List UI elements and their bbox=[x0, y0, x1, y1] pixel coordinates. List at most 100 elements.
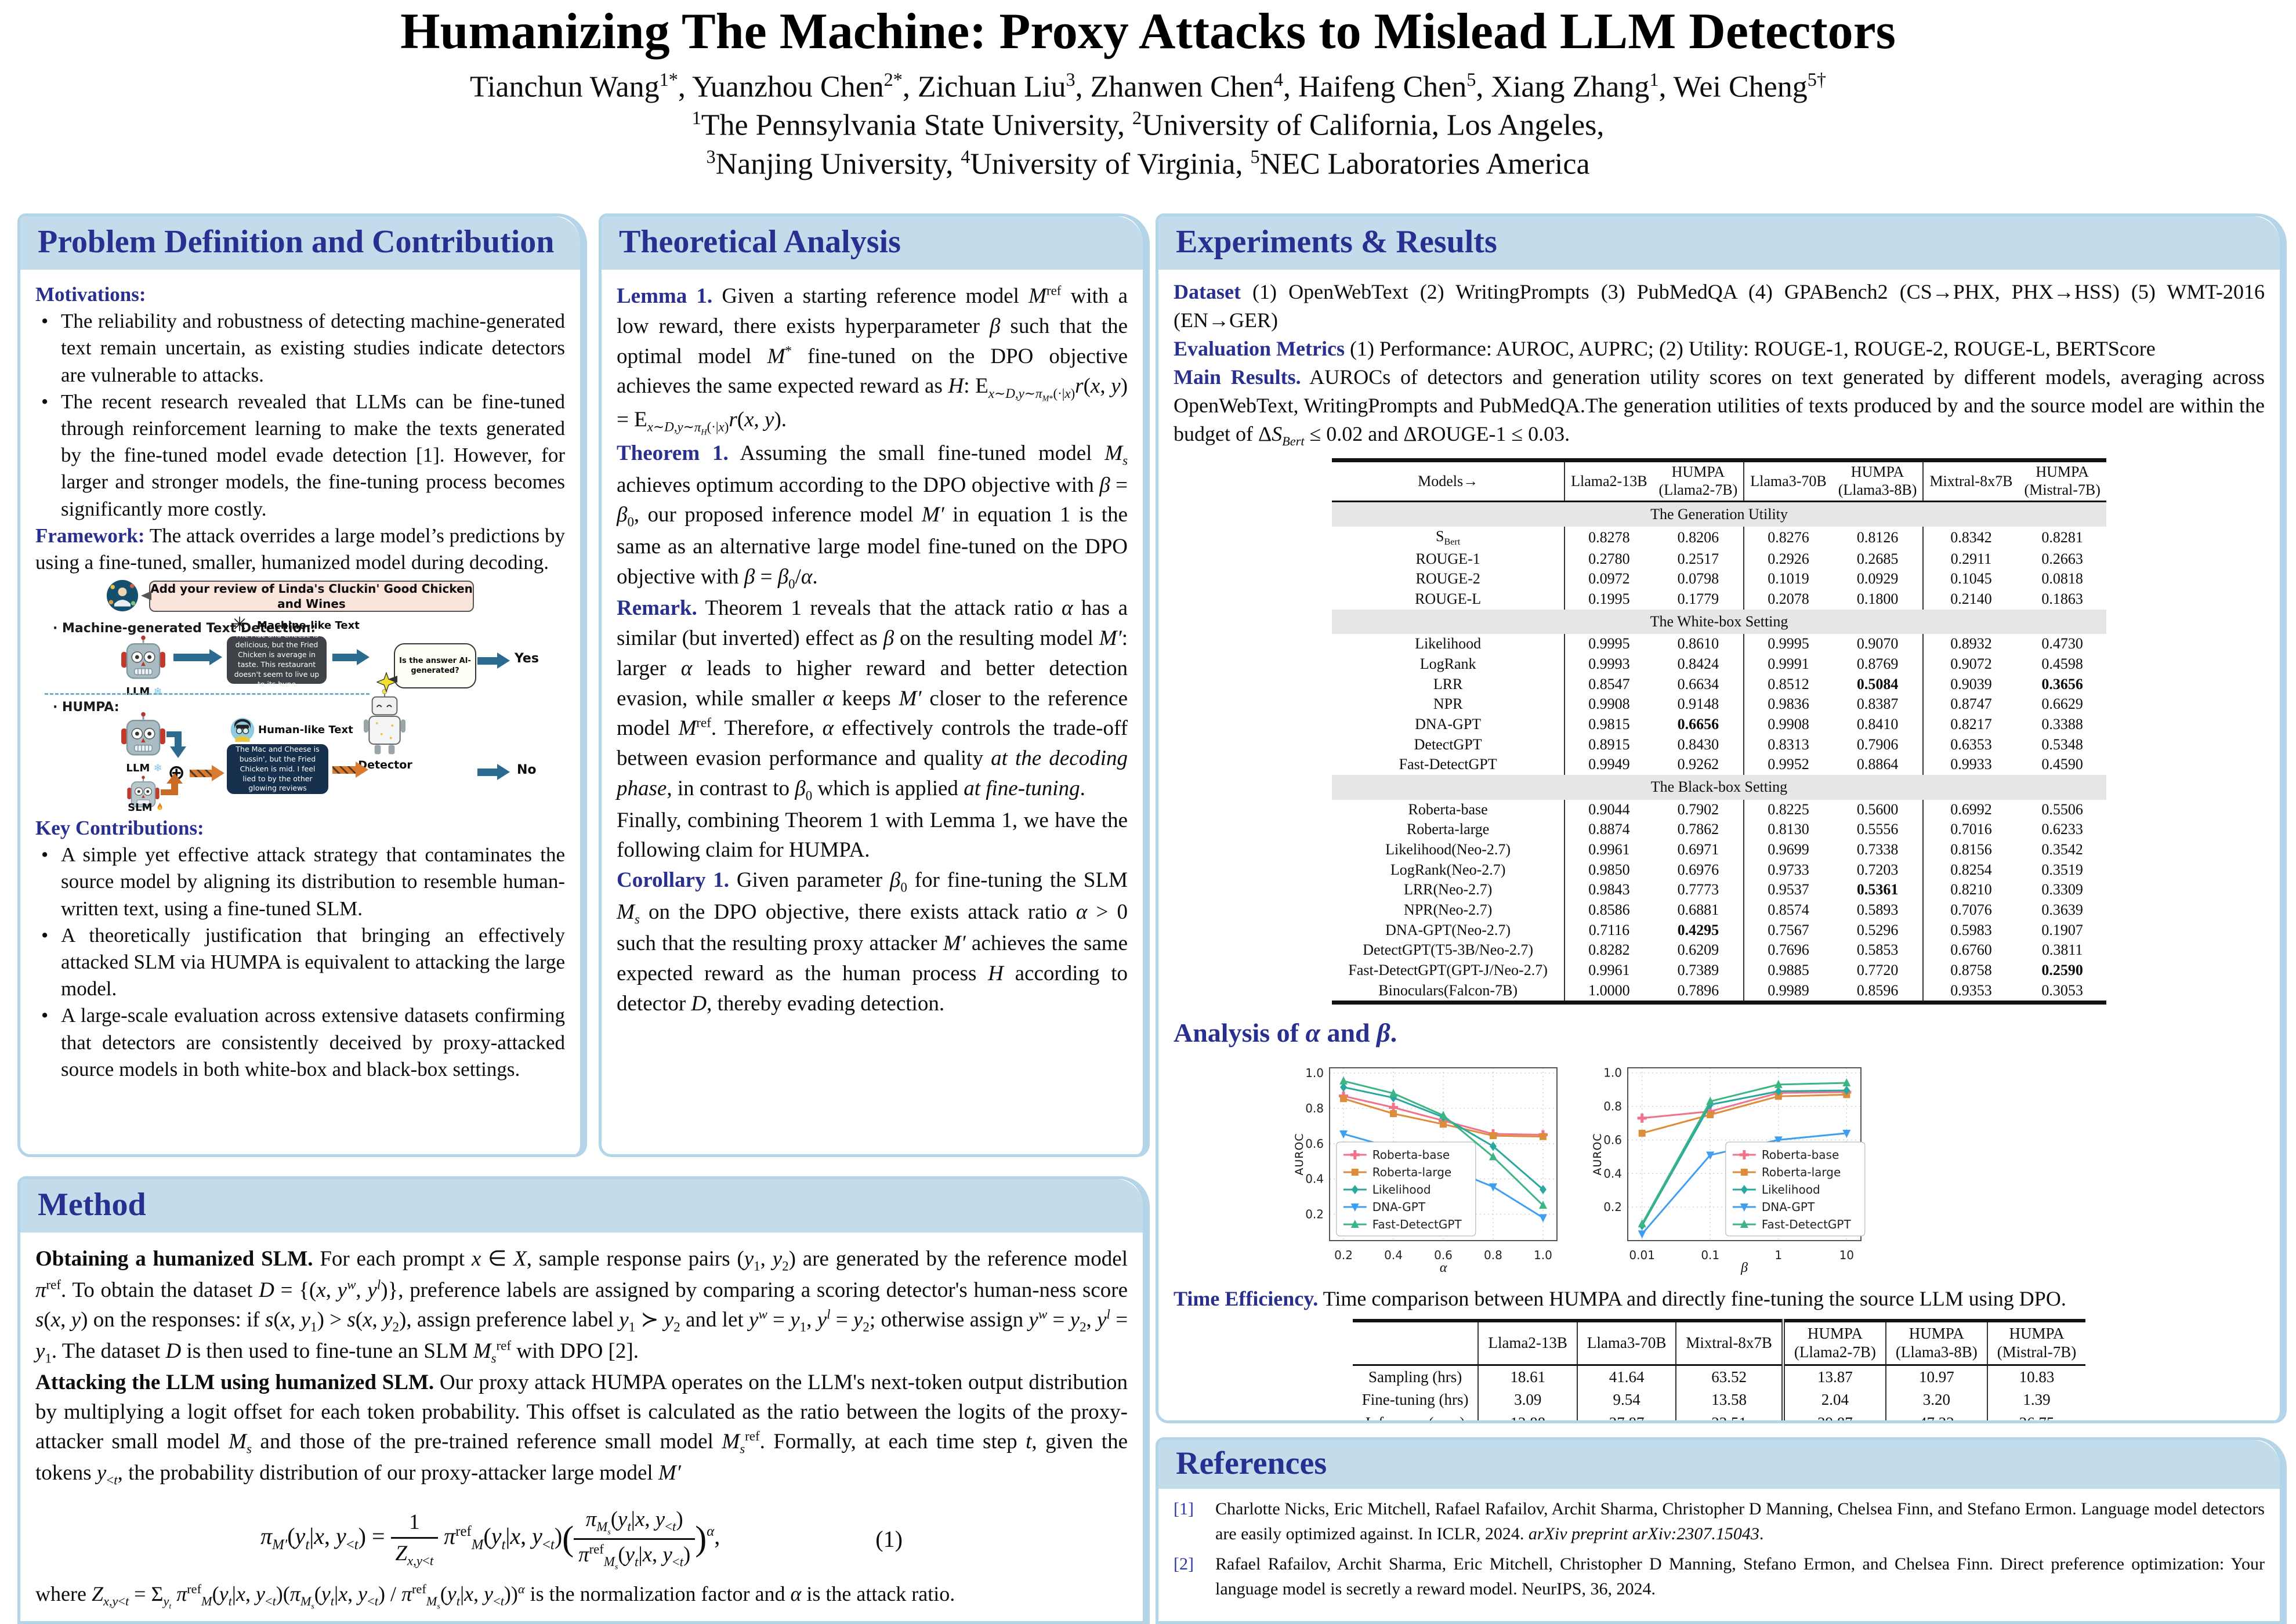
auroc-value-cell: 0.7338 bbox=[1832, 839, 1924, 860]
references-panel-header: References bbox=[1158, 1440, 2280, 1489]
slm-elbow-segment bbox=[161, 789, 171, 796]
human-text-label: Human-like Text bbox=[258, 724, 353, 737]
main-results-table: Models→ Llama2-13B HUMPA (Llama2-7B) Llama3… bbox=[1332, 458, 2106, 1005]
auroc-value-cell: 0.9044 bbox=[1588, 800, 1630, 818]
svg-text:10: 10 bbox=[1839, 1248, 1854, 1262]
auroc-value-cell: 0.1907 bbox=[2041, 921, 2083, 938]
framework-paragraph: Framework: The attack overrides a large … bbox=[35, 523, 565, 576]
table-row: DetectGPT(T5-3B/Neo-2.7) 0.8282 0.6209 0.76… bbox=[1332, 940, 2106, 960]
time-metric-cell: Inference (secs) bbox=[1352, 1412, 1479, 1420]
reference-2-text: Rafael Rafailov, Archit Sharma, Eric Mit… bbox=[1215, 1554, 2265, 1598]
table-row: LogRank(Neo-2.7) 0.9850 0.6976 0.9733 0.7203… bbox=[1332, 860, 2106, 880]
llm-elbow-segment bbox=[166, 731, 179, 738]
detector-name-cell: DetectGPT(T5-3B/Neo-2.7) bbox=[1332, 940, 1566, 960]
method-p2-label: Attacking the LLM using humanized SLM. bbox=[35, 1371, 434, 1395]
time-efficiency-line: Time Efficiency. Time comparison between… bbox=[1174, 1286, 2066, 1310]
auroc-value-cell: 0.6976 bbox=[1653, 860, 1745, 880]
table-row: DNA-GPT(Neo-2.7) 0.7116 0.4295 0.7567 0.5296… bbox=[1332, 920, 2106, 941]
auroc-value-cell: 0.7773 bbox=[1653, 880, 1745, 900]
auroc-value-cell: 0.8313 bbox=[1768, 735, 1809, 753]
remark-label: Remark. bbox=[617, 596, 697, 621]
alert-star-icon bbox=[376, 672, 396, 693]
svg-text:0.01: 0.01 bbox=[1629, 1248, 1655, 1262]
auroc-value-cell: 0.9885 bbox=[1768, 961, 1809, 978]
auroc-value-cell: 0.2590 bbox=[2041, 961, 2083, 978]
method-panel-title: Method bbox=[38, 1187, 146, 1223]
time-value-cell: 10.83 bbox=[2019, 1368, 2055, 1386]
time-value-cell: 2.04 bbox=[1783, 1389, 1886, 1412]
flame-icon bbox=[157, 802, 162, 810]
llm-elbow-arrow-down bbox=[170, 731, 186, 759]
section-band-label: The White-box Setting bbox=[1332, 609, 2106, 635]
human-quote-box: The Mac and Cheese is bussin', but the F… bbox=[227, 744, 328, 795]
time-value-cell: 3.20 bbox=[1885, 1389, 1988, 1412]
remark-paragraph: Remark. Theorem 1 reveals that the attac… bbox=[617, 596, 1128, 803]
table-row: Roberta-base 0.9044 0.7902 0.8225 0.5600 0.69… bbox=[1332, 799, 2106, 820]
auroc-value-cell: 0.1045 bbox=[1950, 570, 1992, 588]
time-efficiency-label: Time Efficiency. bbox=[1174, 1286, 1319, 1310]
table-row: LRR(Neo-2.7) 0.9843 0.7773 0.9537 0.5361 0.82… bbox=[1332, 880, 2106, 900]
affiliations-line-2: 3Nanjing University, 4University of Virg… bbox=[706, 146, 1590, 180]
auroc-value-cell: 0.8512 bbox=[1768, 675, 1809, 693]
svg-text:α: α bbox=[1440, 1260, 1447, 1275]
table-header-row: Models→ Llama2-13B HUMPA (Llama2-7B) Llama3… bbox=[1332, 460, 2106, 502]
auroc-value-cell: 0.0818 bbox=[2041, 570, 2083, 588]
svg-text:DNA-GPT: DNA-GPT bbox=[1372, 1200, 1426, 1214]
problem-panel: Problem Definition and Contribution Moti… bbox=[17, 213, 587, 1157]
table-row: ROUGE-L 0.1995 0.1779 0.2078 0.1800 0.2140 0.1… bbox=[1332, 589, 2106, 610]
svg-text:0.6: 0.6 bbox=[1603, 1133, 1622, 1147]
table-row: Fast-DetectGPT(GPT-J/Neo-2.7) 0.9961 0.738… bbox=[1332, 960, 2106, 981]
time-column-header: HUMPA (Mistral-7B) bbox=[1997, 1324, 2077, 1361]
auroc-value-cell: 0.5361 bbox=[1832, 880, 1924, 900]
auroc-value-cell: 0.8210 bbox=[1950, 881, 1992, 898]
equation-1: πM′(yt|x, y<t) = 1 Zx,y<t πrefM(yt|x, y<t… bbox=[35, 1505, 1128, 1573]
model-column-header: HUMPA (Llama2-7B) bbox=[1653, 460, 1745, 502]
table-header-row: Llama2-13B Llama3-70B Mixtral-8x7B HUMPA (L… bbox=[1352, 1320, 2086, 1365]
reference-1: [1] Charlotte Nicks, Eric Mitchell, Rafa… bbox=[1174, 1497, 2265, 1546]
table-row: Likelihood 0.9995 0.8610 0.9995 0.9070 0.8932… bbox=[1332, 634, 2106, 654]
time-efficiency-table: Llama2-13B Llama3-70B Mixtral-8x7B HUMPA (L… bbox=[1352, 1318, 2086, 1420]
method-paragraph-2: Attacking the LLM using humanized SLM. O… bbox=[35, 1371, 1128, 1488]
auroc-value-cell: 0.3656 bbox=[2041, 675, 2083, 693]
section-band-label: The Black-box Setting bbox=[1332, 774, 2106, 800]
auroc-value-cell: 0.0929 bbox=[1832, 569, 1924, 589]
time-value-cell: 18.61 bbox=[1478, 1365, 1578, 1389]
auroc-value-cell: 0.7862 bbox=[1653, 820, 1745, 840]
time-value-cell: 47.22 bbox=[1885, 1412, 1988, 1420]
svg-text:Fast-DetectGPT: Fast-DetectGPT bbox=[1762, 1217, 1852, 1231]
auroc-value-cell: 0.4590 bbox=[2041, 756, 2083, 773]
metrics-line: Evaluation Metrics (1) Performance: AURO… bbox=[1174, 336, 2156, 360]
time-column-header: HUMPA (Llama2-7B) bbox=[1783, 1320, 1886, 1365]
auroc-value-cell: 0.8276 bbox=[1768, 529, 1809, 546]
auroc-value-cell: 0.8126 bbox=[1832, 527, 1924, 549]
contribution-bullet-2: A theoretically justification that bring… bbox=[41, 922, 565, 1003]
detector-name-cell: DNA-GPT(Neo-2.7) bbox=[1332, 920, 1566, 941]
method-panel-header: Method bbox=[20, 1179, 1143, 1232]
detector-name-cell: LogRank(Neo-2.7) bbox=[1332, 860, 1566, 880]
auroc-value-cell: 0.2140 bbox=[1950, 590, 1992, 607]
slm-elbow-arrow-up bbox=[166, 773, 183, 796]
auroc-value-cell: 0.9733 bbox=[1768, 861, 1809, 878]
auroc-value-cell: 0.8874 bbox=[1588, 821, 1630, 838]
auroc-value-cell: 0.8769 bbox=[1832, 654, 1924, 675]
time-value-cell: 13.58 bbox=[1676, 1389, 1785, 1412]
motivation-bullet-1: The reliability and robustness of detect… bbox=[41, 308, 565, 389]
time-value-cell: 32.51 bbox=[1676, 1412, 1785, 1420]
auroc-value-cell: 0.5600 bbox=[1832, 799, 1924, 820]
auroc-value-cell: 0.6971 bbox=[1653, 839, 1745, 860]
auroc-value-cell: 0.7203 bbox=[1832, 860, 1924, 880]
svg-text:1.0: 1.0 bbox=[1305, 1066, 1324, 1080]
auroc-value-cell: 0.8254 bbox=[1950, 861, 1992, 878]
table-row: ROUGE-2 0.0972 0.0798 0.1019 0.0929 0.1045 0.0… bbox=[1332, 569, 2106, 589]
model-column-header: Llama3-70B bbox=[1750, 472, 1827, 490]
section-band-row: The White-box Setting bbox=[1332, 609, 2106, 635]
auroc-value-cell: 0.6992 bbox=[1950, 800, 1992, 818]
detector-name-cell: Likelihood bbox=[1332, 634, 1566, 654]
table-row: NPR(Neo-2.7) 0.8586 0.6881 0.8574 0.5893 0.70… bbox=[1332, 900, 2106, 920]
auroc-value-cell: 0.3811 bbox=[2041, 941, 2083, 959]
humpa-overview-figure: Add your review of Linda's Cluckin' Good… bbox=[35, 579, 565, 814]
humpa-row-label: · HUMPA: bbox=[53, 700, 119, 715]
auroc-value-cell: 0.8430 bbox=[1653, 734, 1745, 755]
time-value-cell: 63.52 bbox=[1676, 1365, 1785, 1389]
beta-auroc-chart: 0.2 0.4 0.6 0.8 1.0 0.01 0.1 1 10 β AUROC Roberta-b… bbox=[1591, 1066, 1866, 1275]
